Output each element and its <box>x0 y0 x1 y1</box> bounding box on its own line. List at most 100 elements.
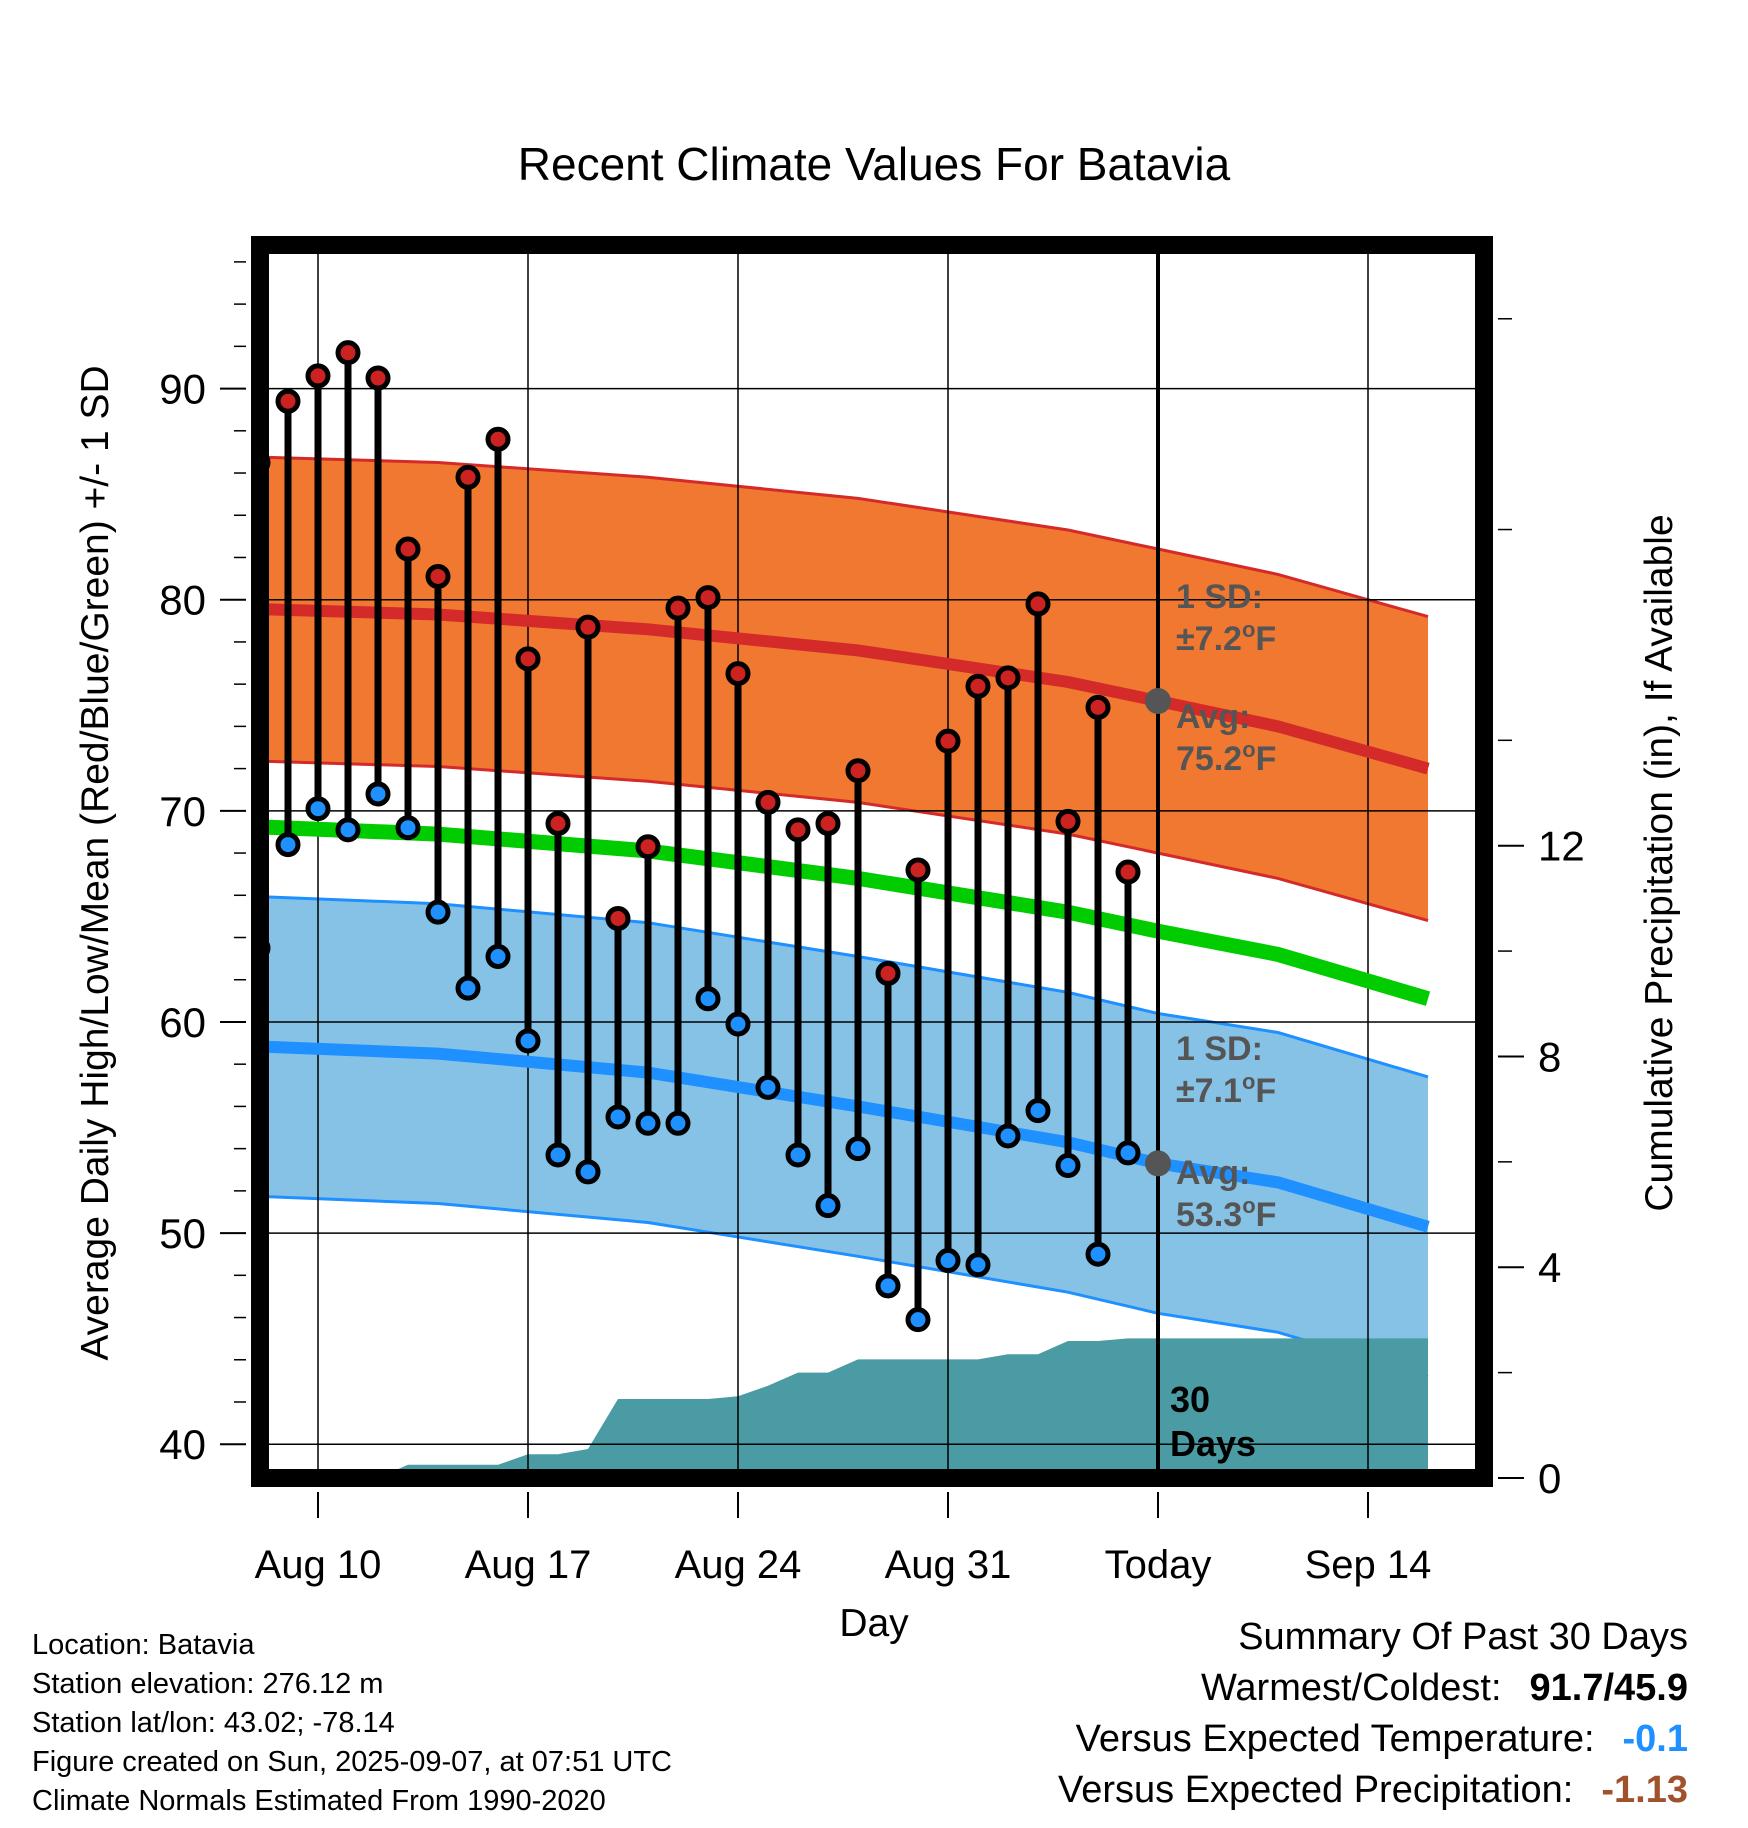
y2-tick-label: 4 <box>1538 1244 1561 1291</box>
high-sd-upper-edge <box>260 455 1429 619</box>
warm-cold-row: Warmest/Coldest: 91.7/45.9 <box>1058 1663 1688 1714</box>
location-text: Location: Batavia <box>32 1629 255 1661</box>
low-temp-point <box>305 796 331 822</box>
station-info: Location: Batavia Station elevation: 276… <box>32 1626 672 1821</box>
high-sd-label: 1 SD: <box>1176 578 1263 616</box>
low-sd-label: 1 SD: <box>1176 1030 1263 1068</box>
axes: 40 50 60 70 80 90 0 4 8 12 Aug 10 Aug 17 Aug 24 Aug 3… <box>159 236 1585 1587</box>
high-temp-point <box>755 789 781 815</box>
today-low-avg-marker <box>1145 1150 1171 1177</box>
high-temp-point <box>905 857 931 883</box>
low-temp-point <box>1115 1140 1141 1166</box>
plot-frame <box>251 236 1493 1487</box>
latlon-text: Station lat/lon: 43.02; -78.14 <box>32 1707 395 1739</box>
low-temp-point <box>965 1252 991 1278</box>
low-temp-point <box>425 899 451 925</box>
low-temp-point <box>815 1193 841 1219</box>
precip-anomaly-value: -1.13 <box>1601 1769 1688 1811</box>
low-temp-point <box>665 1110 691 1136</box>
low-temp-point <box>845 1136 871 1162</box>
mean-normal-line <box>260 819 1431 1006</box>
low-temp-point <box>935 1248 961 1274</box>
y-tick-label: 50 <box>159 1210 206 1257</box>
y-tick-label: 90 <box>159 366 206 413</box>
low-sd-band <box>260 896 1428 1377</box>
high-temp-point <box>395 536 421 562</box>
x-tick-label: Aug 24 <box>675 1543 802 1587</box>
low-temp-point <box>605 1104 631 1130</box>
low-temp-point <box>485 944 511 970</box>
low-temp-point <box>905 1307 931 1333</box>
precip-anomaly-label: Versus Expected Precipitation: <box>1057 1769 1574 1811</box>
high-temp-point <box>695 585 721 611</box>
high-temp-point <box>605 906 631 932</box>
low-temp-point <box>875 1273 901 1299</box>
high-avg-label: Avg: <box>1176 698 1250 736</box>
low-sd-value: ±7.1oF <box>1176 1069 1276 1110</box>
high-temp-point <box>275 388 301 414</box>
x-tick-label: Sep 14 <box>1305 1543 1432 1587</box>
y-tick-label: 70 <box>159 788 206 835</box>
high-sd-lower-edge <box>260 759 1429 923</box>
low-temp-point <box>545 1142 571 1168</box>
temp-anomaly-label: Versus Expected Temperature: <box>1075 1718 1595 1760</box>
low-normal-line <box>260 1040 1430 1233</box>
low-temp-point <box>785 1142 811 1168</box>
low-temp-point <box>275 832 301 858</box>
low-temp-point <box>995 1123 1021 1149</box>
high-temp-point <box>785 817 811 843</box>
high-sd-value: ±7.2oF <box>1176 617 1276 658</box>
low-temp-point <box>395 815 421 841</box>
x-axis-label: Day <box>839 1602 909 1645</box>
high-temp-point <box>1085 694 1111 720</box>
x-tick-label: Aug 31 <box>885 1543 1012 1587</box>
precip-area <box>260 1338 1428 1478</box>
low-temp-point <box>575 1159 601 1185</box>
summary-panel: Summary Of Past 30 Days Warmest/Coldest:… <box>1058 1612 1688 1816</box>
x-tick-label: Today <box>1105 1543 1212 1587</box>
low-temp-point <box>365 781 391 807</box>
y2-tick-label: 0 <box>1538 1455 1561 1502</box>
chart-title: Recent Climate Values For Batavia <box>518 138 1231 190</box>
low-temp-point <box>695 986 721 1012</box>
temp-anomaly-row: Versus Expected Temperature: -0.1 <box>1058 1714 1688 1765</box>
high-temp-point <box>1115 859 1141 885</box>
high-temp-point <box>815 810 841 836</box>
y-axis-label: Average Daily High/Low/Mean (Red/Blue/Gr… <box>74 365 117 1360</box>
temp-anomaly-value: -0.1 <box>1622 1718 1688 1760</box>
high-temp-point <box>1025 591 1051 617</box>
low-temp-point <box>755 1074 781 1100</box>
y2-tick-label: 12 <box>1538 823 1585 870</box>
high-temp-point <box>1055 808 1081 834</box>
high-temp-point <box>335 340 361 366</box>
low-temp-point <box>635 1110 661 1136</box>
high-temp-point <box>575 614 601 640</box>
today-high-avg-marker <box>1145 688 1171 715</box>
low-temp-point <box>515 1028 541 1054</box>
high-temp-point <box>635 834 661 860</box>
warm-cold-value: 91.7/45.9 <box>1529 1667 1688 1709</box>
high-temp-point <box>965 673 991 699</box>
warm-cold-label: Warmest/Coldest: <box>1200 1667 1502 1709</box>
low-temp-point <box>1085 1241 1111 1267</box>
high-normal-line <box>260 603 1430 775</box>
high-temp-point <box>365 365 391 391</box>
high-temp-point <box>995 665 1021 691</box>
high-sd-band <box>260 457 1428 921</box>
high-temp-point <box>455 464 481 490</box>
high-temp-point <box>845 758 871 784</box>
low-temp-point <box>1025 1098 1051 1124</box>
precip-anomaly-row: Versus Expected Precipitation: -1.13 <box>1058 1765 1688 1816</box>
high-temp-point <box>665 595 691 621</box>
high-temp-point <box>305 363 331 389</box>
x-tick-label: Aug 17 <box>465 1543 592 1587</box>
low-avg-value: 53.3oF <box>1176 1193 1276 1234</box>
high-avg-value: 75.2oF <box>1176 737 1276 778</box>
high-temp-point <box>935 728 961 754</box>
summary-title: Summary Of Past 30 Days <box>1238 1616 1688 1658</box>
y2-axis-label: Cumulative Precipitation (in), If Availa… <box>1638 514 1681 1211</box>
created-text: Figure created on Sun, 2025-09-07, at 07… <box>32 1746 672 1778</box>
high-temp-point <box>425 563 451 589</box>
